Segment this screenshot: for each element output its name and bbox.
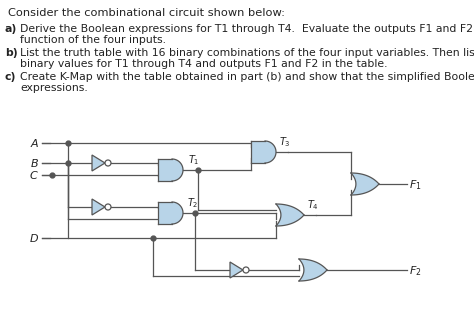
Circle shape <box>243 267 249 273</box>
Polygon shape <box>351 173 379 195</box>
Polygon shape <box>251 141 265 163</box>
Polygon shape <box>158 202 172 224</box>
Text: $C$: $C$ <box>29 169 39 181</box>
Polygon shape <box>92 155 105 171</box>
Text: $D$: $D$ <box>29 232 39 244</box>
Polygon shape <box>158 159 172 181</box>
Polygon shape <box>265 141 276 163</box>
Text: Consider the combinational circuit shown below:: Consider the combinational circuit shown… <box>8 8 285 18</box>
Text: Derive the Boolean expressions for T1 through T4.  Evaluate the outputs F1 and F: Derive the Boolean expressions for T1 th… <box>20 24 474 34</box>
Polygon shape <box>92 199 105 215</box>
Circle shape <box>105 160 111 166</box>
Text: $A$: $A$ <box>29 137 39 149</box>
Polygon shape <box>172 159 183 181</box>
Text: $F_2$: $F_2$ <box>409 264 421 278</box>
Circle shape <box>105 204 111 210</box>
Text: $T_1$: $T_1$ <box>188 153 200 167</box>
Polygon shape <box>230 262 243 278</box>
Text: Create K-Map with the table obtained in part (b) and show that the simplified Bo: Create K-Map with the table obtained in … <box>20 72 474 82</box>
Text: $T_4$: $T_4$ <box>307 198 319 212</box>
Polygon shape <box>299 259 327 281</box>
Text: $T_3$: $T_3$ <box>279 135 291 149</box>
Text: b): b) <box>5 48 18 58</box>
Text: c): c) <box>5 72 17 82</box>
Text: $F_1$: $F_1$ <box>409 178 422 192</box>
Text: expressions.: expressions. <box>20 83 88 93</box>
Text: $B$: $B$ <box>30 157 39 169</box>
Text: binary values for T1 through T4 and outputs F1 and F2 in the table.: binary values for T1 through T4 and outp… <box>20 59 388 69</box>
Text: a): a) <box>5 24 17 34</box>
Text: $T_2$: $T_2$ <box>187 196 199 210</box>
Polygon shape <box>172 202 183 224</box>
Text: List the truth table with 16 binary combinations of the four input variables. Th: List the truth table with 16 binary comb… <box>20 48 474 58</box>
Polygon shape <box>276 204 304 226</box>
Text: function of the four inputs.: function of the four inputs. <box>20 35 166 45</box>
